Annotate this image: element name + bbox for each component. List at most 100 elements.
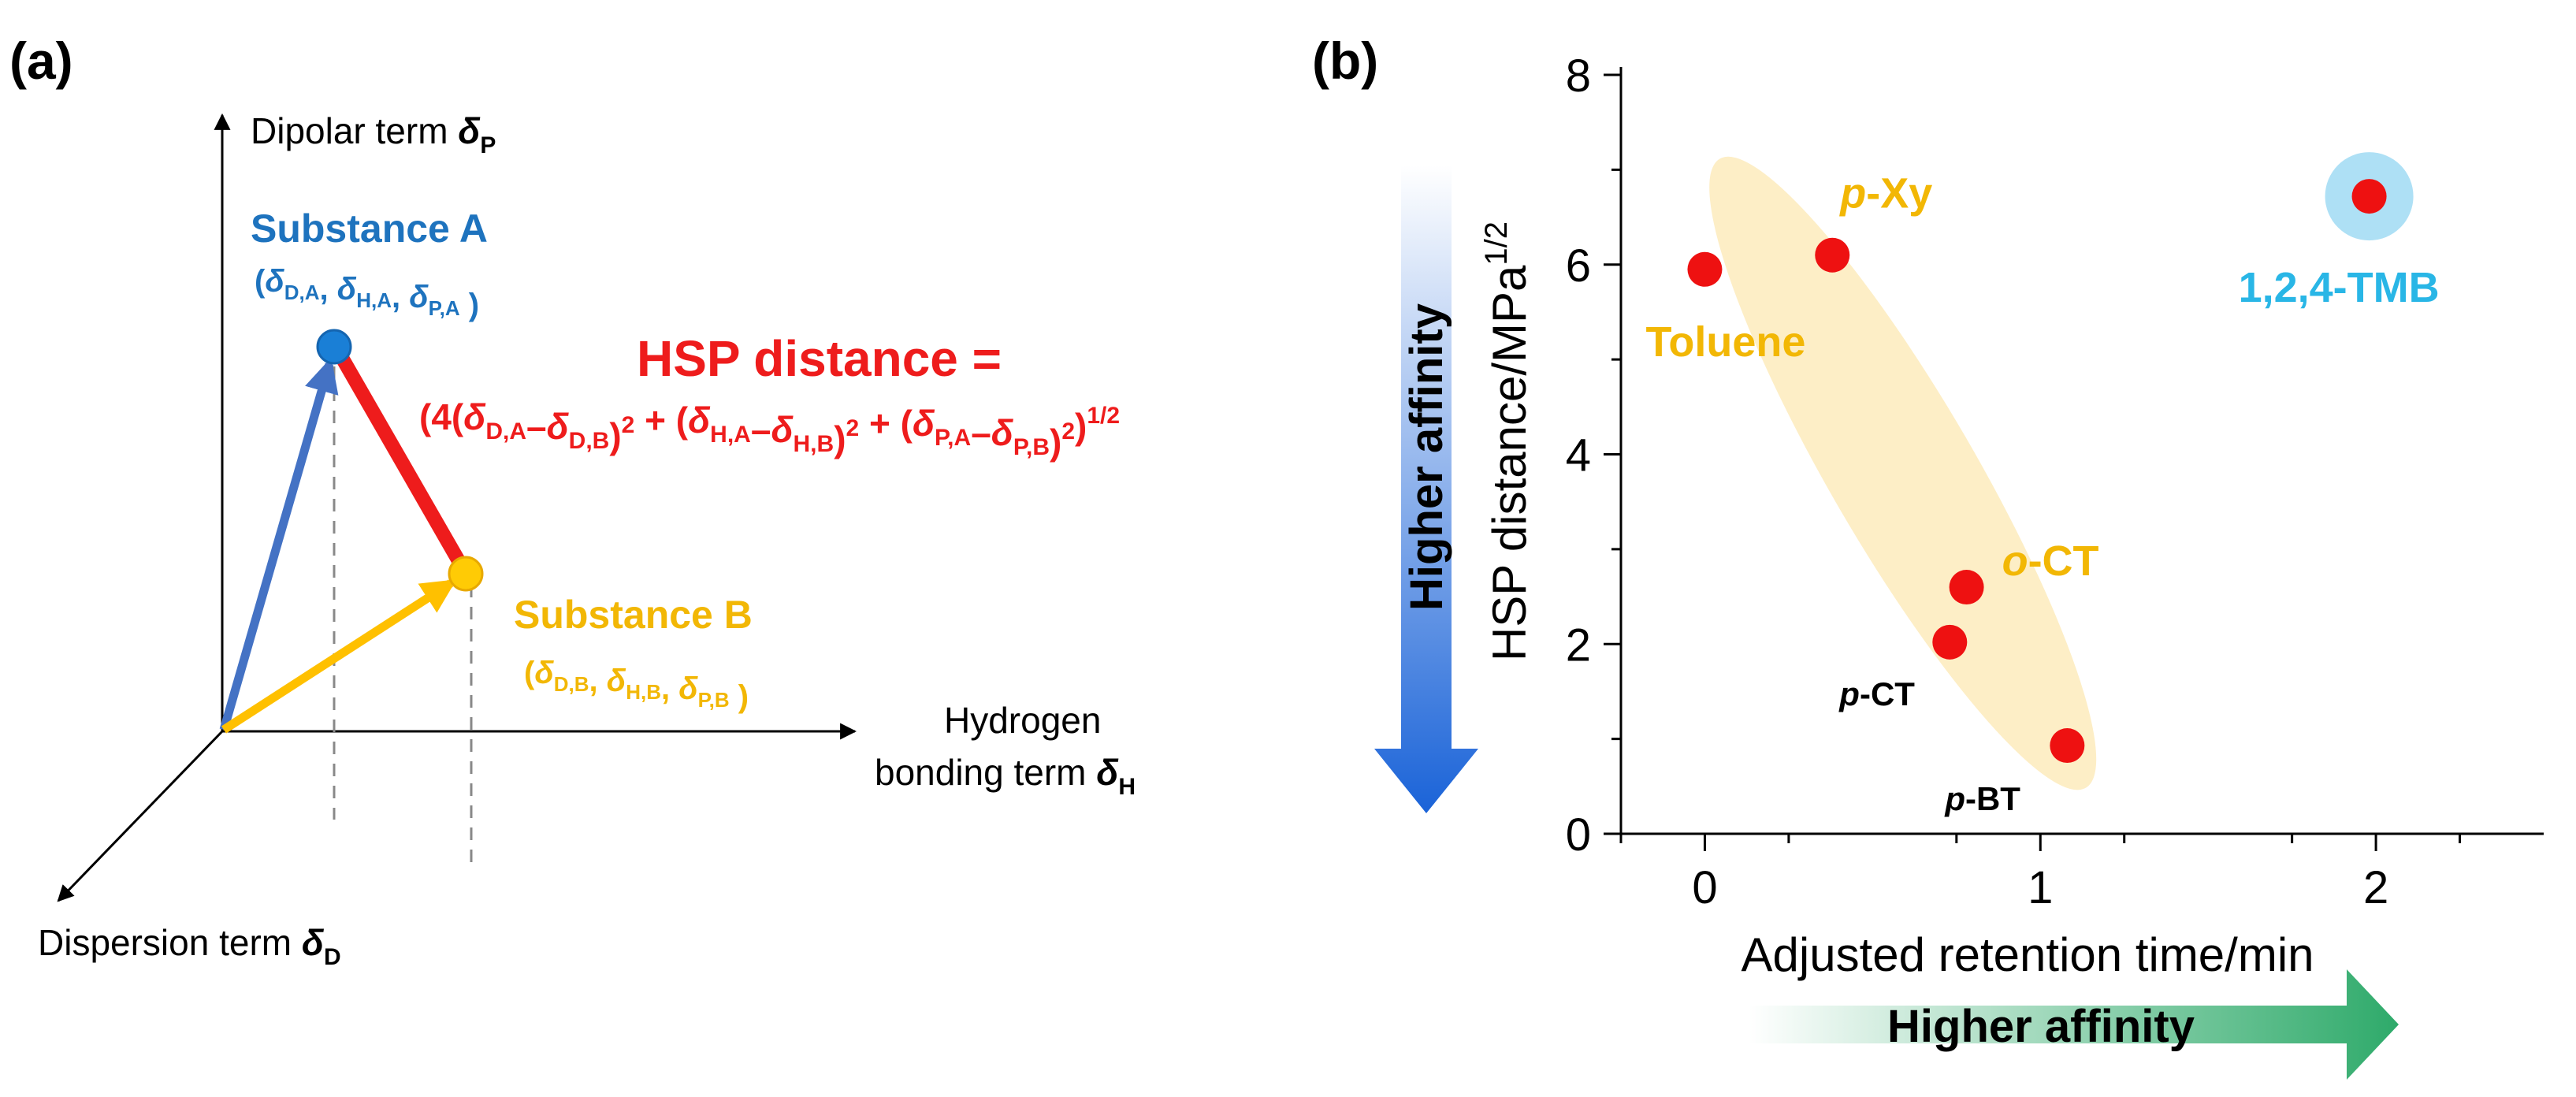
data-point-1,2,4-TMB: [2351, 179, 2387, 214]
coord-subscript: D,A: [284, 281, 320, 304]
axis-h-label-line1: Hydrogen: [944, 700, 1101, 741]
point-label-base: -Xy: [1866, 170, 1932, 218]
coord-subscript: P,A: [429, 296, 460, 320]
x-axis-title: Adjusted retention time/min: [1741, 928, 2314, 981]
vector-b: [221, 579, 457, 734]
y-tick-label: 0: [1566, 809, 1591, 861]
coord-text: ,: [589, 664, 607, 698]
formula-superscript: 2: [846, 415, 860, 441]
x-tick-label: 1: [2028, 862, 2053, 913]
point-label-prefix: p: [1838, 675, 1860, 712]
formula-delta: δ: [688, 400, 711, 441]
formula-subscript: P,A: [935, 425, 971, 451]
formula-text: ): [609, 415, 621, 456]
panel-a: (a) Dipolar term δP Hydrogen bonding ter…: [9, 32, 1136, 970]
substance-a-point: [316, 329, 352, 365]
formula-text: –: [751, 409, 771, 450]
formula-subscript: P,B: [1013, 434, 1050, 460]
delta-symbol: δ: [678, 671, 698, 706]
point-label-1,2,4-TMB: 1,2,4-TMB: [2239, 264, 2440, 311]
point-label-prefix: p: [1838, 170, 1866, 218]
formula-superscript: 2: [622, 412, 635, 438]
substance-a-coord: (δD,A, δH,A, δP,A ): [255, 264, 479, 322]
plot-axes: 0 2 4 6 8 0 1 2: [1566, 50, 2544, 913]
point-label-base: -BT: [1965, 780, 2020, 817]
formula-subscript: H,B: [794, 431, 835, 457]
formula-text: + (: [634, 400, 688, 441]
hsp-distance-formula: (4(δD,A–δD,B)2 + (δH,A–δH,B)2 + (δP,A–δP…: [419, 396, 1120, 463]
delta-symbol: δ: [265, 264, 284, 299]
affinity-arrow-vertical: [1374, 165, 1478, 813]
point-label-prefix: o: [2002, 537, 2028, 585]
point-label-p-CT: p-CT: [1838, 675, 1915, 712]
formula-superscript: 2: [1061, 418, 1075, 444]
formula-delta: δ: [991, 412, 1014, 453]
x-tick-label: 2: [2363, 862, 2388, 913]
formula-text: + (: [859, 403, 913, 444]
data-point-o-CT: [1949, 570, 1984, 605]
point-label-p-BT: p-BT: [1944, 780, 2020, 817]
axis-d: [57, 730, 224, 902]
data-point-p-BT: [2050, 728, 2085, 764]
delta-symbol: δ: [607, 664, 626, 698]
formula-delta: δ: [547, 406, 570, 447]
formula-subscript: D,B: [569, 428, 610, 454]
point-label-o-CT: o-CT: [2002, 537, 2099, 585]
delta-symbol: δ: [534, 656, 554, 690]
point-label-Toluene: Toluene: [1645, 318, 1805, 366]
formula-delta: δ: [463, 396, 486, 437]
formula-delta: δ: [913, 403, 935, 444]
data-point-p-Xy: [1815, 237, 1850, 273]
y-tick-label: 4: [1566, 430, 1591, 482]
formula-text: –: [971, 412, 991, 453]
formula-text: (4(: [419, 396, 464, 437]
hsp-distance-title: HSP distance =: [637, 330, 1002, 387]
substance-b-coord: (δD,B, δH,B, δP,B ): [524, 656, 749, 714]
coord-text: ,: [661, 671, 678, 706]
coord-text: ): [460, 288, 479, 322]
formula-text: ): [1050, 422, 1061, 463]
affinity-arrow-horizontal: [1749, 969, 2399, 1080]
point-label-base: -CT: [2028, 537, 2099, 585]
coord-subscript: D,B: [554, 672, 589, 696]
affinity-label-vertical: Higher affinity: [1401, 303, 1452, 611]
panel-a-label: (a): [9, 32, 73, 90]
axis-h-label-line2: bonding term δH: [875, 752, 1136, 800]
distance-line: [329, 343, 470, 573]
plot-points: [1687, 152, 2414, 764]
point-label-base: -CT: [1860, 675, 1915, 712]
formula-subscript: D,A: [485, 418, 526, 444]
delta-symbol: δ: [409, 280, 429, 314]
y-tick-label: 6: [1566, 240, 1591, 292]
formula-text: –: [526, 406, 547, 447]
coord-subscript: P,B: [698, 688, 730, 712]
y-axis-title: HSP distance/MPa1/2: [1479, 221, 1536, 661]
axis-d-label: Dispersion term δD: [38, 922, 341, 970]
substance-a-name: Substance A: [251, 206, 488, 251]
coord-subscript: H,A: [356, 288, 392, 312]
x-tick-label: 0: [1692, 862, 1717, 913]
vector-a: [219, 357, 339, 731]
coord-text: ): [730, 679, 749, 714]
data-point-p-CT: [1932, 624, 1968, 660]
y-tick-label: 8: [1566, 50, 1591, 102]
affinity-label-horizontal: Higher affinity: [1887, 1001, 2195, 1052]
substance-b-name: Substance B: [514, 593, 753, 637]
formula-subscript: H,A: [710, 422, 751, 448]
coord-text: ,: [392, 280, 409, 314]
plot-background: [1709, 156, 2097, 790]
formula-superscript: 1/2: [1087, 403, 1120, 429]
delta-symbol: δ: [337, 272, 357, 307]
formula-delta: δ: [771, 409, 794, 450]
formula-text: ): [834, 418, 846, 459]
cluster-ellipse: [1709, 156, 2097, 790]
panel-b: (b) Higher affinity Higher affinity 0 2 4 6…: [1312, 32, 2544, 1080]
coord-subscript: H,B: [626, 680, 661, 704]
formula-text: ): [1075, 406, 1087, 447]
axis-p-label: Dipolar term δP: [251, 110, 496, 158]
coord-text: ,: [320, 272, 337, 307]
point-label-prefix: p: [1944, 780, 1965, 817]
coord-text: (: [255, 264, 266, 299]
